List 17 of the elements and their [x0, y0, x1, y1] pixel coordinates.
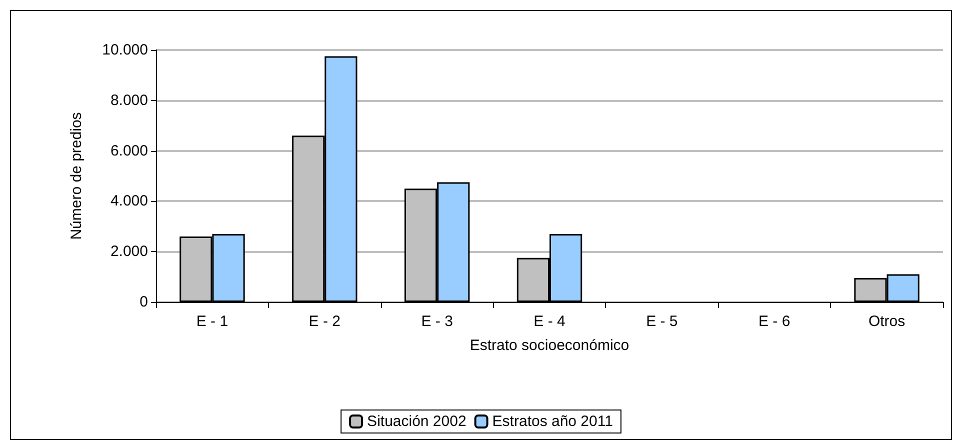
x-tick-label: E - 4	[534, 313, 566, 330]
y-tick-label: 8.000	[110, 92, 148, 109]
y-tick-label: 2.000	[110, 243, 148, 260]
x-tick-label: E - 6	[758, 313, 790, 330]
x-tick-label: Otros	[868, 313, 906, 330]
legend-label: Estratos año 2011	[492, 413, 613, 430]
y-tick-label: 10.000	[102, 42, 148, 58]
legend-label: Situación 2002	[367, 413, 466, 430]
y-axis-title: Número de predios	[68, 112, 85, 240]
x-tick-label: E - 1	[196, 313, 228, 330]
x-axis-title: Estrato socioeconómico	[470, 337, 630, 354]
x-tick-label: E - 2	[308, 313, 340, 330]
x-tick-label: E - 3	[421, 313, 453, 330]
y-tick-label: 6.000	[110, 142, 148, 160]
y-tick-label: 0	[140, 294, 148, 310]
x-tick-label: E - 5	[646, 313, 678, 330]
y-tick-label: 4.000	[110, 192, 148, 210]
